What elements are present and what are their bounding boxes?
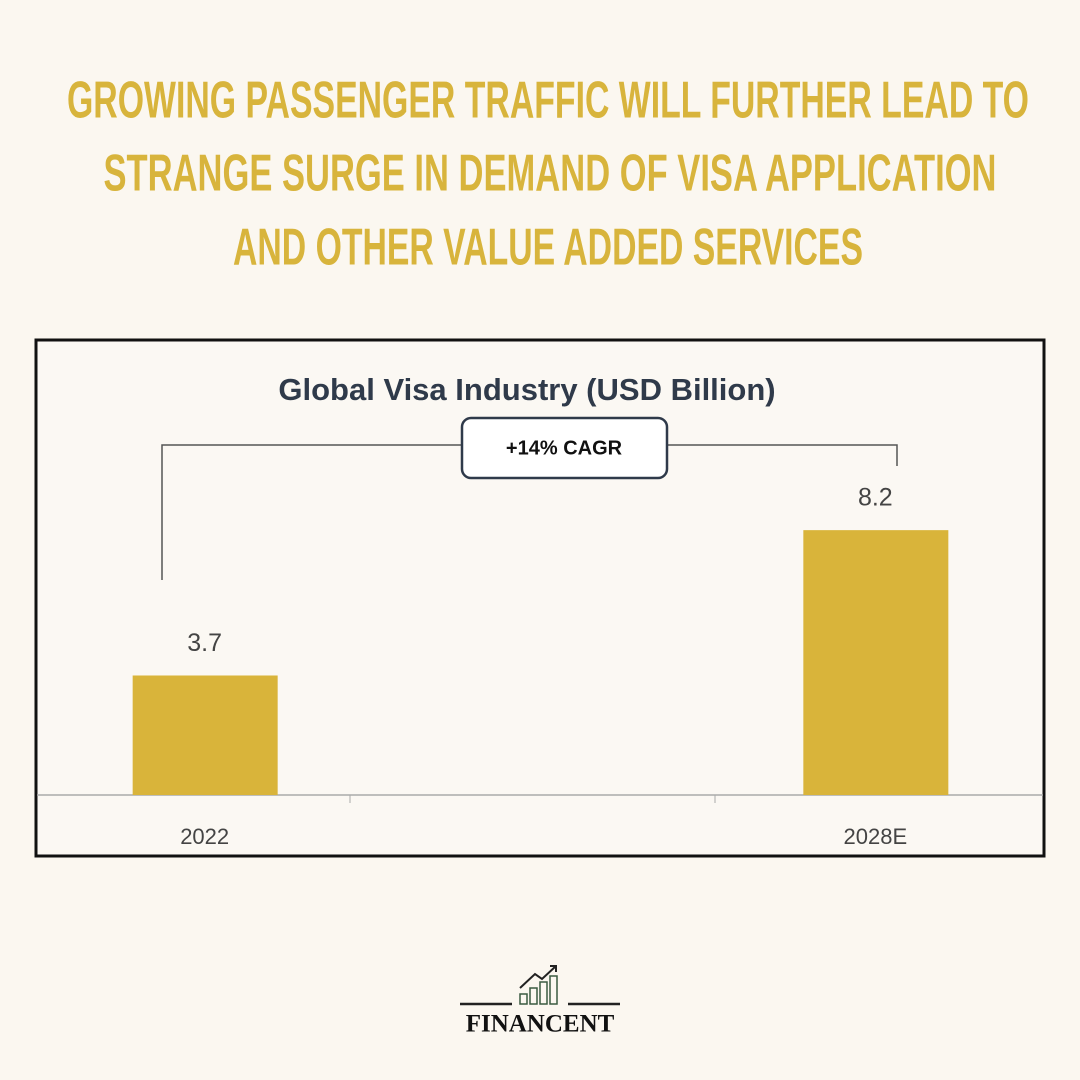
logo-bar xyxy=(529,987,538,1005)
cagr-label: +14% CAGR xyxy=(506,437,623,459)
brand: FINANCENT xyxy=(466,1011,615,1038)
logo-bar xyxy=(539,981,548,1005)
x-tick-label: 2028E xyxy=(844,824,908,849)
logo-bar xyxy=(519,993,528,1005)
headline-line: AND OTHER VALUE ADDED SERVICES xyxy=(233,219,863,277)
logo-bar xyxy=(549,975,558,1005)
value-label: 3.7 xyxy=(187,629,222,657)
bar xyxy=(803,530,949,795)
bar xyxy=(132,675,278,795)
headline-line: STRANGE SURGE IN DEMAND OF VISA APPLICAT… xyxy=(104,145,997,203)
logo: FINANCENT xyxy=(460,965,620,1038)
logo-arrow xyxy=(519,965,557,989)
value-label: 8.2 xyxy=(858,484,893,512)
cagr-box xyxy=(460,416,669,480)
x-tick-label: 2022 xyxy=(180,824,229,849)
headline-line: GROWING PASSENGER TRAFFIC WILL FURTHER L… xyxy=(67,72,1029,130)
chart-title: Global Visa Industry (USD Billion) xyxy=(278,372,775,407)
